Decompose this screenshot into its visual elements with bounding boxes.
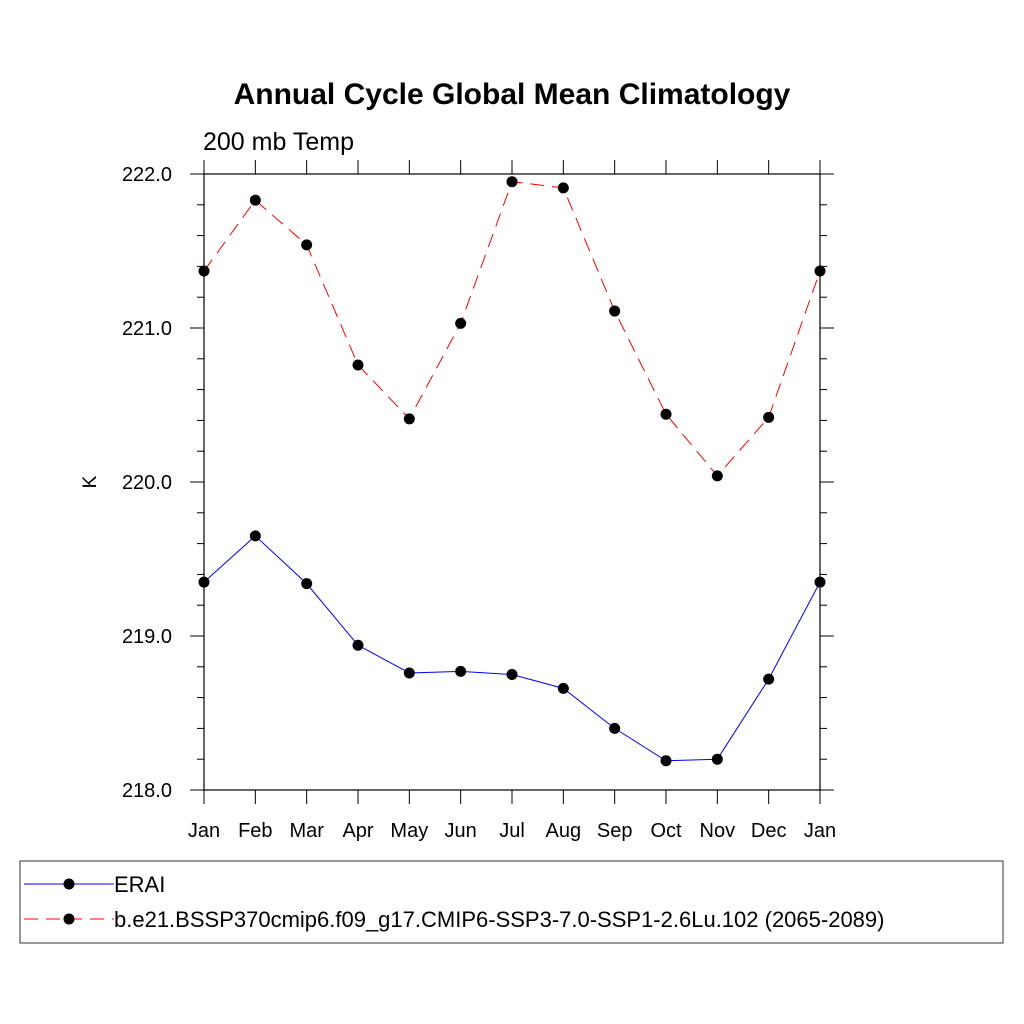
data-point bbox=[301, 578, 313, 590]
data-point bbox=[352, 359, 364, 371]
data-point bbox=[249, 194, 261, 206]
legend-marker bbox=[63, 913, 75, 925]
data-point bbox=[763, 411, 775, 423]
x-tick-label: Jun bbox=[445, 820, 477, 842]
data-point bbox=[455, 317, 467, 329]
data-point bbox=[557, 682, 569, 694]
data-point bbox=[506, 669, 518, 680]
x-tick-label: Feb bbox=[238, 820, 272, 842]
series-line bbox=[203, 181, 821, 477]
data-point bbox=[403, 413, 415, 425]
data-point bbox=[814, 576, 826, 588]
legend-box bbox=[19, 860, 1004, 944]
y-tick-label: 218.0 bbox=[122, 780, 172, 802]
x-tick-label: Sep bbox=[597, 820, 633, 842]
data-point bbox=[609, 305, 621, 317]
data-point bbox=[609, 722, 621, 734]
data-point bbox=[711, 470, 723, 482]
y-tick-label: 219.0 bbox=[122, 626, 172, 648]
legend-marker bbox=[63, 878, 75, 890]
legend-label: ERAI bbox=[114, 872, 165, 897]
data-point bbox=[198, 576, 210, 588]
legend: ERAI b.e21.BSSP370cmip6.f09_g17.CMIP6-SSP… bbox=[19, 860, 1004, 944]
data-point bbox=[403, 667, 415, 679]
x-tick-label: Jan bbox=[188, 820, 220, 842]
data-point bbox=[814, 265, 826, 277]
series-line bbox=[203, 535, 821, 762]
x-tick-label: Dec bbox=[751, 820, 787, 842]
x-tick-label: Oct bbox=[650, 820, 682, 842]
data-point bbox=[660, 408, 672, 420]
data-point bbox=[506, 176, 518, 188]
x-tick-label: Aug bbox=[546, 820, 582, 842]
chart-subtitle: 200 mb Temp bbox=[203, 128, 354, 156]
series-layer bbox=[198, 176, 826, 767]
y-axis-label: K bbox=[80, 475, 101, 488]
y-tick-label: 220.0 bbox=[122, 472, 172, 494]
y-tick-label: 221.0 bbox=[122, 318, 172, 340]
x-tick-label: Nov bbox=[700, 820, 736, 842]
data-point bbox=[198, 265, 210, 277]
x-tick-label: Jul bbox=[499, 820, 525, 842]
data-point bbox=[301, 239, 313, 251]
data-point bbox=[660, 755, 672, 767]
x-tick-label: May bbox=[390, 820, 428, 842]
x-tick-label: Mar bbox=[289, 820, 324, 842]
y-tick-label: 222.0 bbox=[122, 164, 172, 186]
chart-title: Annual Cycle Global Mean Climatology bbox=[234, 78, 791, 111]
legend-label: b.e21.BSSP370cmip6.f09_g17.CMIP6-SSP3-7.… bbox=[114, 907, 884, 932]
x-tick-label: Jan bbox=[804, 820, 836, 842]
x-tick-label: Apr bbox=[342, 820, 373, 842]
y-axis-ticks: 218.0 219.0 220.0 221.0 222.0 bbox=[122, 164, 834, 802]
data-point bbox=[557, 182, 569, 194]
plot-frame bbox=[203, 173, 821, 791]
data-point bbox=[249, 530, 261, 542]
x-axis-ticks: Jan Feb Mar Apr May Jun Jul Aug Sep Oct Nov Dec Jan bbox=[188, 160, 836, 842]
data-point bbox=[352, 639, 364, 651]
data-point bbox=[455, 665, 467, 677]
data-point bbox=[711, 753, 723, 765]
data-point bbox=[763, 673, 775, 685]
